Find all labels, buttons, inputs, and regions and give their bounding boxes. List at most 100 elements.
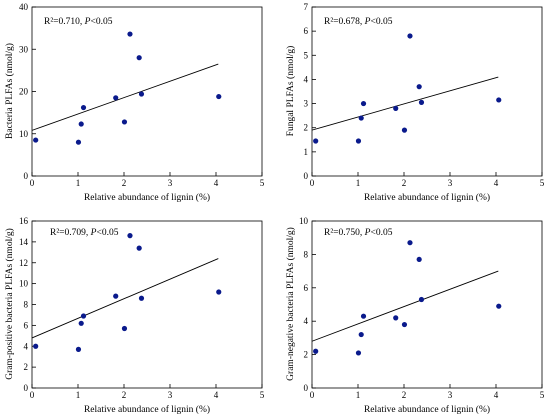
data-point (113, 95, 119, 101)
data-point (355, 350, 362, 356)
y-tick-label: 4 (304, 74, 309, 84)
x-tick-label: 4 (214, 390, 219, 400)
plot-frame (31, 6, 263, 177)
x-tick-label: 2 (122, 178, 127, 188)
x-tick-label: 3 (448, 178, 453, 188)
y-tick-label: 10 (19, 279, 29, 289)
y-tick-label: 0 (24, 171, 29, 181)
x-tick-label: 5 (540, 390, 545, 400)
x-axis-title: Relative abundance of lignin (%) (84, 404, 210, 415)
data-point (401, 321, 408, 328)
regression-line (31, 258, 219, 339)
x-tick-label: 1 (356, 390, 361, 400)
x-tick-label: 1 (76, 390, 81, 400)
y-tick-label: 4 (304, 316, 309, 326)
data-point (78, 320, 84, 326)
panel-2: 0 1 2 3 4 5 0 1 2 3 4 5 6 7 Relative abundance of lign… (285, 2, 545, 203)
x-tick-label: 4 (214, 178, 219, 188)
x-tick-label: 5 (260, 178, 265, 188)
data-point (78, 121, 84, 127)
p-label: P (90, 228, 97, 238)
x-tick-label: 0 (310, 178, 315, 188)
y-tick-label: 12 (19, 258, 28, 268)
y-tick-label: 1 (304, 147, 309, 157)
x-tick-label: 3 (168, 390, 173, 400)
y-axis-title: Gram-positive bacteria PLFAs (nmol/g) (4, 228, 15, 380)
data-point (407, 240, 413, 246)
data-point (360, 100, 367, 107)
data-point (216, 93, 222, 100)
y-tick-label: 3 (304, 99, 309, 109)
regression-line (311, 270, 499, 342)
y-axis-title: Gram-negative bacteria PLFAs (nmol/g) (285, 227, 296, 381)
y-tick-label: 2 (304, 123, 309, 133)
x-tick-label: 3 (168, 178, 173, 188)
data-point (358, 115, 364, 121)
y-tick-label: 2 (24, 362, 29, 372)
data-point (496, 303, 502, 309)
plot-frame (31, 220, 263, 389)
p-value-text: <0.05 (96, 228, 118, 238)
data-point (33, 137, 39, 143)
x-axis-title: Relative abundance of lignin (%) (364, 404, 490, 415)
p-label: P (84, 17, 91, 27)
data-point (136, 55, 142, 61)
r2-text: R²=0.678, (324, 17, 365, 27)
x-tick-label: 5 (540, 178, 545, 188)
x-axis-title: Relative abundance of lignin (%) (84, 192, 210, 203)
panel-1: 0 1 2 3 4 5 0 10 20 30 40 Relative abundance of lig… (4, 2, 265, 203)
data-point (127, 31, 133, 37)
data-point (75, 139, 82, 145)
p-label: P (364, 17, 371, 27)
plot-frame (311, 6, 543, 177)
y-tick-label: 6 (24, 320, 29, 330)
data-point (136, 245, 142, 251)
data-point (393, 105, 399, 111)
data-point (138, 91, 145, 97)
data-point (113, 293, 119, 299)
x-tick-label: 1 (76, 178, 81, 188)
data-point (418, 99, 425, 105)
y-tick-label: 20 (19, 87, 29, 97)
x-tick-label: 4 (494, 390, 499, 400)
data-point (138, 295, 145, 301)
stat-annotation: R²=0.678, P<0.05 (324, 17, 393, 27)
y-tick-label: 4 (24, 341, 29, 351)
y-tick-label: 14 (19, 237, 29, 247)
data-point (401, 127, 408, 133)
data-point (121, 325, 128, 332)
y-tick-label: 10 (299, 216, 309, 226)
data-point (121, 119, 128, 125)
x-tick-label: 2 (122, 390, 127, 400)
y-tick-label: 0 (24, 383, 29, 393)
plot-frame (311, 220, 543, 389)
data-point (407, 33, 413, 39)
data-point (416, 256, 422, 263)
regression-line (31, 63, 219, 131)
y-tick-label: 7 (304, 2, 309, 12)
p-label: P (364, 228, 371, 238)
data-point (127, 233, 133, 239)
x-tick-label: 1 (356, 178, 361, 188)
data-point (33, 343, 39, 349)
data-point (355, 138, 362, 144)
y-tick-label: 8 (304, 249, 309, 259)
y-tick-label: 0 (304, 383, 309, 393)
p-value-text: <0.05 (370, 17, 392, 27)
x-tick-label: 4 (494, 178, 499, 188)
x-tick-label: 3 (448, 390, 453, 400)
panel-4: 0 1 2 3 4 5 0 2 4 6 8 10 Relative abundance of ligni… (285, 216, 545, 415)
x-tick-label: 0 (30, 178, 35, 188)
x-tick-label: 2 (402, 390, 407, 400)
y-tick-label: 10 (19, 129, 29, 139)
p-value-text: <0.05 (90, 17, 112, 27)
data-point (416, 84, 422, 90)
x-tick-label: 0 (30, 390, 35, 400)
data-point (418, 296, 425, 303)
r2-text: R²=0.709, (50, 228, 91, 238)
x-axis-title: Relative abundance of lignin (%) (364, 192, 490, 203)
y-axis-title: Fungal PLFAs (nmol/g) (285, 46, 296, 137)
x-tick-label: 5 (260, 390, 265, 400)
